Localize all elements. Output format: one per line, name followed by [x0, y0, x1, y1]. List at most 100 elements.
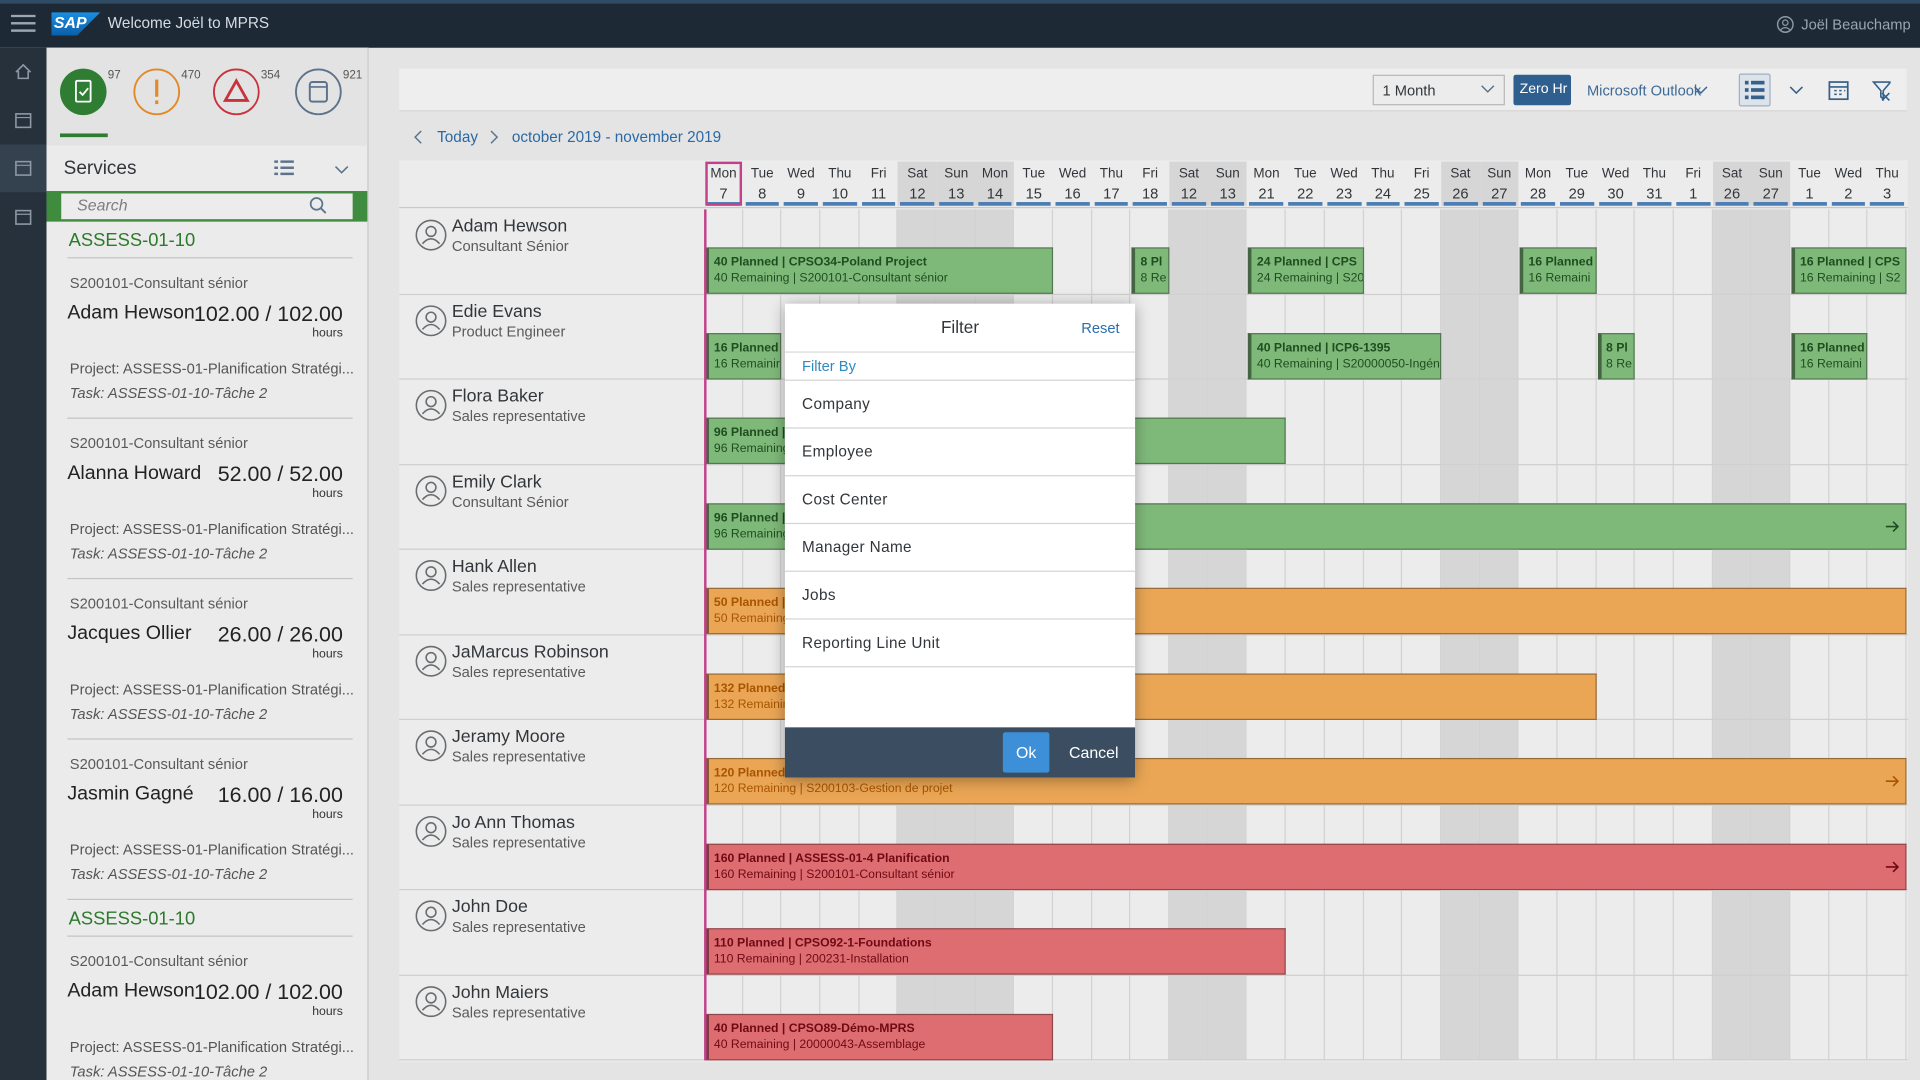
filter-item-label[interactable]: Jobs	[802, 586, 836, 604]
day-underline	[1482, 202, 1517, 206]
employee-name[interactable]: Emily Clark	[451, 472, 542, 492]
day-cell	[1751, 379, 1791, 465]
assignment-bar[interactable]: 110 Planned | CPSO92-1-Foundations 110 Re…	[705, 928, 1286, 975]
ok-label[interactable]: Ok	[1015, 743, 1037, 762]
badge-count[interactable]: 97	[107, 68, 121, 83]
period-chevron[interactable]	[1480, 83, 1495, 95]
assignment-bar[interactable]: 160 Planned | ASSESS-01-4 Planification 1…	[705, 843, 1907, 890]
day-cell	[1829, 975, 1868, 1061]
day-name: Mon	[710, 166, 737, 182]
nav-arrows[interactable]	[413, 130, 499, 145]
employee-name[interactable]: Jeramy Moore	[451, 727, 566, 747]
user-name[interactable]: Joël Beauchamp	[1801, 15, 1911, 34]
day-cell	[1674, 634, 1713, 720]
filter-item[interactable]: Cost Center	[784, 475, 1136, 523]
service-card[interactable]: S200101-Consultant sénior Jacques Ollier 2…	[47, 579, 368, 740]
employee-name[interactable]: John Maiers	[451, 982, 549, 1003]
day-cell	[1479, 890, 1519, 976]
bar-remaining: 110 Remaining | 200231-Installation	[713, 952, 909, 967]
day-name: Tue	[1293, 166, 1317, 182]
day-cell	[1868, 294, 1907, 380]
filter-item[interactable]: Jobs	[784, 570, 1136, 619]
bar-remaining: 8 Re	[1140, 271, 1167, 286]
welcome-text: Welcome Joël to MPRS	[107, 14, 270, 32]
dialog-title-divider	[784, 351, 1136, 353]
user-icon[interactable]	[1776, 16, 1794, 33]
menu-button[interactable]	[11, 14, 36, 33]
filter-item[interactable]: Company	[784, 379, 1136, 428]
assignment-bar[interactable]: 40 Planned | CPSO89-Démo-MPRS 40 Remainin…	[705, 1013, 1054, 1060]
view-icons[interactable]	[1744, 80, 1891, 102]
day-name: Sun	[944, 166, 969, 182]
card-unit: hours	[312, 808, 343, 822]
search-field[interactable]	[61, 193, 353, 220]
filter-item-label[interactable]: Company	[802, 395, 871, 413]
cancel-button[interactable]: Cancel	[1068, 743, 1119, 762]
filter-item-label[interactable]: Cost Center	[802, 491, 888, 509]
day-header-shade	[936, 161, 976, 206]
day-cell	[1596, 975, 1635, 1061]
assignment-bar[interactable]: 40 Planned | CPSO34-Poland Project 40 Rem…	[705, 247, 1054, 294]
assignment-bar[interactable]: 16 Planned 16 Remaini	[1519, 247, 1597, 294]
service-card[interactable]: S200101-Consultant sénior Adam Hewson 102.…	[47, 258, 368, 419]
today-link[interactable]: Today	[437, 128, 478, 146]
service-card[interactable]: S200101-Consultant sénior Adam Hewson 102.…	[47, 937, 368, 1080]
bar-more-arrow[interactable]	[1885, 860, 1901, 872]
period-select[interactable]	[1372, 74, 1505, 106]
day-cell	[1441, 209, 1480, 295]
bar-more-arrow[interactable]	[1885, 520, 1901, 532]
shell-accent	[0, 0, 1920, 4]
badge-count[interactable]: 921	[342, 68, 363, 83]
day-number: 26	[1452, 184, 1469, 203]
assignment-bar[interactable]: 40 Planned | ICP6-1395 40 Remaining | S20…	[1248, 332, 1442, 379]
service-card[interactable]: S200101-Consultant sénior Jasmin Gagné 16.…	[47, 740, 368, 900]
filter-item[interactable]: Employee	[784, 427, 1136, 475]
badge-icon[interactable]	[132, 67, 181, 116]
employee-name[interactable]: Jo Ann Thomas	[451, 812, 575, 833]
badge-count[interactable]: 354	[260, 68, 281, 83]
employee-name[interactable]: Flora Baker	[451, 386, 544, 407]
bar-more-arrow[interactable]	[1885, 775, 1901, 787]
services-tools[interactable]	[273, 159, 353, 179]
badge-icon[interactable]	[294, 67, 343, 116]
card-task: Task: ASSESS-01-10-Tâche 2	[69, 544, 268, 563]
period-value[interactable]: 1 Month	[1382, 82, 1436, 100]
zero-hr-button[interactable]	[1513, 74, 1572, 106]
badge-icon[interactable]	[212, 67, 261, 116]
day-cell	[1596, 634, 1635, 720]
assignment-bar[interactable]: 8 Pl 8 Re	[1597, 332, 1635, 379]
assignment-bar[interactable]: 8 Pl 8 Re	[1131, 247, 1170, 294]
badge-icon[interactable]	[59, 67, 108, 116]
assignment-bar[interactable]: 16 Planned | CPS 16 Remaining | S2	[1791, 247, 1907, 294]
employee-name[interactable]: Adam Hewson	[451, 216, 568, 237]
assignment-bar[interactable]: 16 Planned 16 Remaini	[1791, 332, 1868, 379]
filter-item-label[interactable]: Reporting Line Unit	[802, 634, 941, 652]
bar-remaining: 120 Remaining | S200103-Gestion de proje…	[713, 782, 953, 796]
day-header-shade	[1169, 161, 1209, 206]
search-placeholder[interactable]: Search	[77, 195, 128, 215]
assignment-bar[interactable]: 24 Planned | CPS 24 Remaining | S20	[1248, 247, 1364, 294]
filter-item[interactable]: Reporting Line Unit	[784, 618, 1136, 666]
search-icon[interactable]	[309, 196, 329, 216]
filter-item-label[interactable]: Employee	[802, 443, 874, 461]
employee-name[interactable]: Edie Evans	[451, 301, 542, 322]
day-cell	[1402, 890, 1442, 976]
side-nav-icons[interactable]	[13, 62, 33, 233]
ok-button[interactable]	[1002, 732, 1050, 773]
day-cell	[1441, 294, 1480, 380]
day-cell	[1169, 294, 1209, 380]
reset-button[interactable]: Reset	[1081, 319, 1120, 337]
zero-hr-label[interactable]: Zero Hr	[1519, 82, 1568, 97]
day-underline	[1598, 202, 1633, 206]
employee-name[interactable]: John Doe	[451, 897, 528, 918]
employee-name[interactable]: JaMarcus Robinson	[451, 642, 609, 662]
service-card[interactable]: S200101-Consultant sénior Alanna Howard 52…	[47, 419, 368, 580]
filter-item-label[interactable]: Manager Name	[802, 538, 912, 556]
filter-item[interactable]: Manager Name	[784, 522, 1136, 571]
badge-count[interactable]: 470	[181, 68, 201, 83]
card-name: Adam Hewson	[67, 980, 195, 1002]
calendar-source[interactable]: Microsoft Outlook	[1586, 82, 1702, 100]
calendar-chevron[interactable]	[1693, 84, 1708, 96]
assignment-bar[interactable]: 16 Planned 16 Remainin	[705, 332, 782, 379]
employee-name[interactable]: Hank Allen	[451, 557, 537, 577]
